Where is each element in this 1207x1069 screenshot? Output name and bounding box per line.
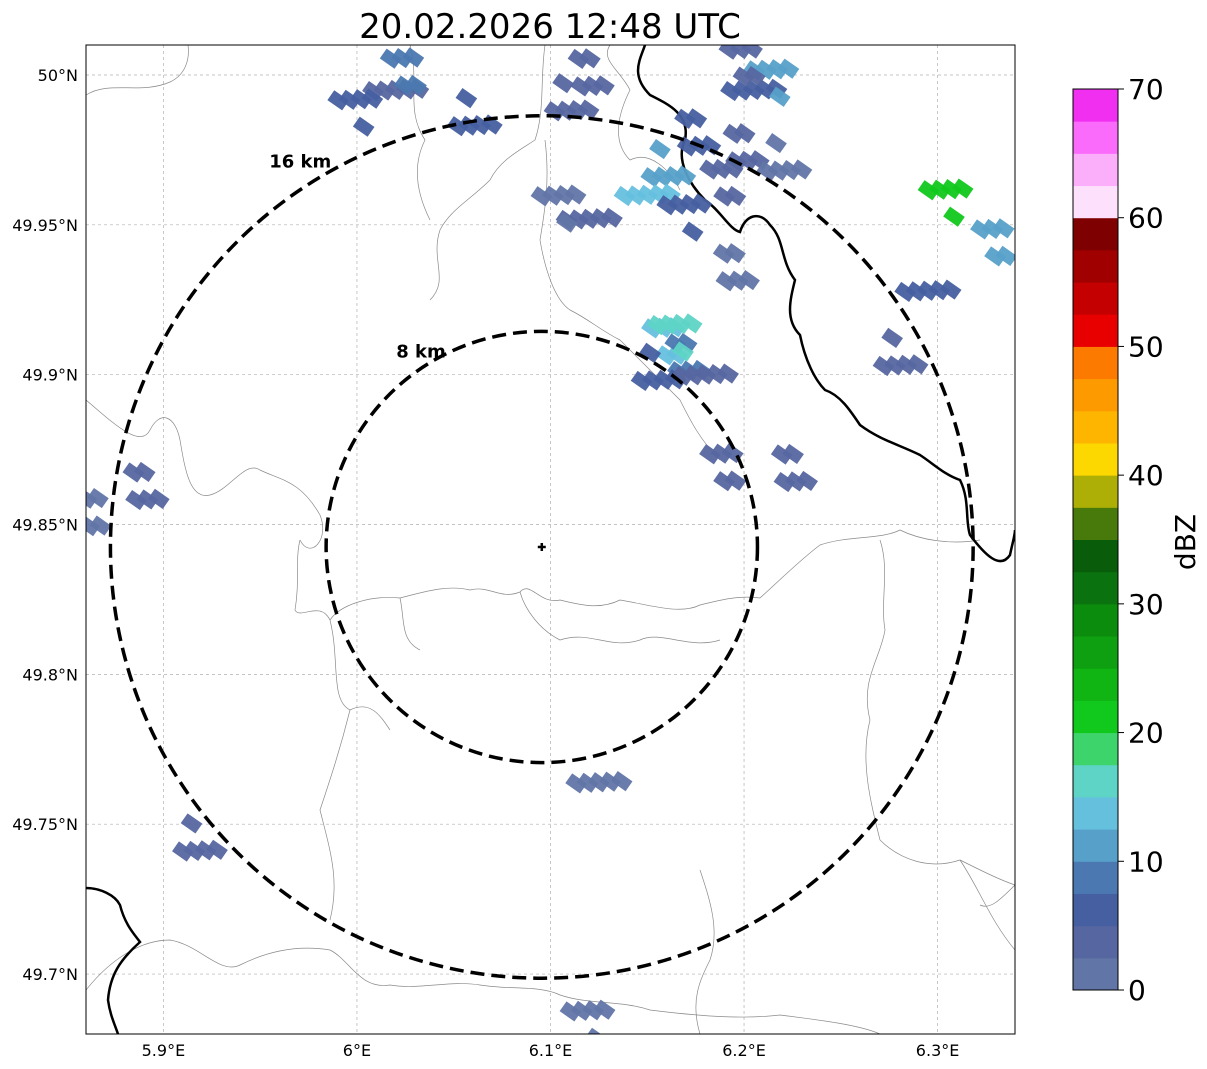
colorbar-segment [1073, 314, 1118, 347]
colorbar-segment [1073, 732, 1118, 766]
echo-cell [567, 48, 615, 97]
echo-cell [530, 184, 587, 233]
colorbar-segment [1073, 89, 1118, 122]
gridlines [86, 45, 1015, 1034]
echo-cell [86, 487, 112, 537]
echo-cell [894, 279, 962, 302]
colorbar-frame [1072, 88, 1119, 991]
y-tick-label: 49.95°N [12, 216, 78, 235]
colorbar-tick-label: 30 [1128, 588, 1164, 621]
echo-cell [565, 771, 633, 794]
colorbar-segment [1073, 121, 1118, 154]
map-frame [85, 44, 1016, 1035]
admin-boundaries [86, 45, 1015, 1034]
echo-cell [630, 342, 687, 392]
colorbar-tick-label: 60 [1128, 202, 1164, 235]
x-axis-ticks: 5.9°E 6°E 6.1°E 6.2°E 6.3°E [142, 1041, 960, 1060]
colorbar-tick-label: 70 [1128, 73, 1164, 106]
y-tick-label: 49.8°N [22, 665, 78, 684]
echo-cell [559, 999, 616, 1034]
x-tick-label: 6.3°E [916, 1041, 960, 1060]
colorbar-segment [1073, 249, 1118, 283]
colorbar-tick-label: 40 [1128, 459, 1164, 492]
colorbar-segment [1073, 282, 1118, 315]
colorbar-segment [1073, 668, 1118, 701]
x-tick-label: 6.2°E [722, 1041, 766, 1060]
y-tick-label: 49.85°N [12, 516, 78, 535]
radar-site-marker [537, 542, 546, 551]
echo-cell [872, 327, 929, 377]
y-tick-label: 49.9°N [22, 366, 78, 385]
range-ring-16km [108, 114, 975, 980]
colorbar-segment [1073, 442, 1118, 476]
echo-cell [640, 139, 697, 188]
colorbar-segment [1073, 764, 1118, 798]
range-ring-label: 8 km [396, 341, 446, 362]
echo-cell [122, 461, 170, 511]
colorbar-tick-label: 50 [1128, 330, 1164, 363]
colorbar-segment [1073, 700, 1118, 734]
echo-cell [712, 243, 760, 292]
colorbar-segment [1073, 378, 1118, 412]
radar-echoes [86, 45, 1015, 1034]
map-title: 20.02.2026 12:48 UTC [359, 7, 741, 47]
colorbar-segment [1073, 475, 1118, 508]
colorbar: 0 10 20 30 40 50 60 70 [1072, 73, 1164, 1007]
echo-cell [699, 443, 747, 492]
echo-cell [327, 88, 384, 137]
colorbar-segment [1073, 796, 1118, 830]
echo-cell [555, 207, 623, 231]
colorbar-segment [1073, 539, 1118, 573]
y-tick-label: 49.75°N [12, 815, 78, 834]
colorbar-segment [1073, 217, 1118, 251]
colorbar-tick-label: 20 [1128, 717, 1164, 750]
colorbar-label: dBZ [1169, 514, 1202, 570]
echo-cell [172, 813, 228, 862]
echo-cell [770, 443, 818, 493]
colorbar-segment [1073, 185, 1118, 219]
echo-cell [699, 158, 747, 207]
range-ring-label: 16 km [269, 152, 331, 173]
colorbar-tick-label: 0 [1128, 974, 1146, 1007]
colorbar-segment [1073, 571, 1118, 605]
echo-cell [718, 45, 766, 87]
echo-cell [671, 363, 739, 386]
x-tick-label: 6.1°E [529, 1041, 573, 1060]
echo-cell [970, 218, 1015, 267]
colorbar-tick-label: 10 [1128, 845, 1164, 878]
colorbar-segment [1073, 153, 1118, 187]
x-tick-label: 5.9°E [142, 1041, 186, 1060]
colorbar-segment [1073, 507, 1118, 540]
map-area: 8 km 16 km [85, 44, 1016, 1035]
range-ring-8km [324, 329, 760, 765]
echo-cell [674, 108, 722, 157]
echo-cell [646, 313, 703, 362]
y-axis-ticks: 49.7°N 49.75°N 49.8°N 49.85°N 49.9°N 49.95°N 5… [12, 66, 78, 984]
x-tick-label: 6°E [343, 1041, 371, 1060]
colorbar-segment [1073, 636, 1118, 669]
national-border [86, 45, 1015, 1034]
echo-cell [756, 133, 813, 182]
colorbar-segment [1073, 410, 1118, 444]
echo-cell [917, 178, 974, 227]
y-tick-label: 50°N [38, 66, 78, 85]
colorbar-segment [1073, 861, 1118, 894]
echo-cell [656, 193, 713, 242]
y-tick-label: 49.7°N [22, 965, 78, 984]
echo-cell [379, 47, 427, 96]
colorbar-segment [1073, 957, 1118, 991]
colorbar-segment [1073, 925, 1118, 959]
colorbar-segment [1073, 603, 1118, 637]
colorbar-segment [1073, 346, 1118, 380]
colorbar-segment [1073, 829, 1118, 862]
colorbar-segment [1073, 893, 1118, 927]
range-rings: 8 km 16 km [108, 114, 975, 980]
